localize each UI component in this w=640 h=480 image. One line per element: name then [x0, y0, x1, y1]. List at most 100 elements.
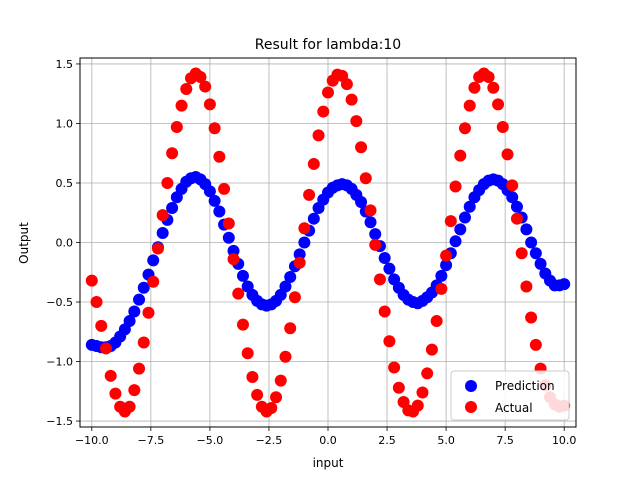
actual-point [265, 401, 278, 414]
y-tick-label: −1.5 [46, 415, 73, 428]
data-points [85, 67, 571, 418]
actual-point [274, 374, 287, 387]
y-tick-label: 1.0 [56, 117, 74, 130]
actual-point [492, 98, 505, 111]
prediction-point [558, 278, 571, 291]
prediction-point [123, 315, 136, 328]
actual-point [284, 322, 297, 335]
actual-point [359, 172, 372, 185]
y-axis-label: Output [17, 222, 31, 264]
actual-point [99, 342, 112, 355]
prediction-point [440, 259, 453, 272]
actual-point [430, 315, 443, 328]
actual-point [312, 129, 325, 142]
actual-point [156, 209, 169, 222]
actual-point [128, 384, 141, 397]
actual-point [425, 343, 438, 356]
actual-point [180, 82, 193, 95]
x-tick-label: 5.0 [437, 434, 455, 447]
prediction-point [355, 196, 368, 209]
prediction-point [525, 236, 538, 249]
actual-point [378, 305, 391, 318]
prediction-point [435, 269, 448, 282]
prediction-point [156, 226, 169, 239]
y-tick-label: 1.5 [56, 58, 74, 71]
legend-box [450, 370, 570, 421]
actual-point [463, 99, 476, 112]
actual-point [435, 282, 448, 295]
x-tick-label: 10.0 [552, 434, 577, 447]
prediction-point [449, 235, 462, 248]
prediction-point [137, 281, 150, 294]
y-tick-label: −1.0 [46, 356, 73, 369]
actual-point [411, 399, 424, 412]
actual-point [218, 182, 231, 195]
actual-point [95, 319, 108, 332]
actual-point [416, 386, 429, 399]
actual-point [421, 367, 434, 380]
prediction-point [203, 185, 216, 198]
prediction-point [284, 271, 297, 284]
prediction-point [463, 200, 476, 213]
actual-point [529, 338, 542, 351]
legend: Prediction Actual [450, 370, 570, 421]
actual-point [227, 253, 240, 266]
legend-label-prediction: Prediction [495, 379, 555, 393]
y-tick-label: 0.5 [56, 177, 74, 190]
actual-point [232, 287, 245, 300]
actual-point [175, 99, 188, 112]
x-axis-label: input [313, 456, 344, 470]
y-tick-label: −0.5 [46, 296, 73, 309]
prediction-point [279, 280, 292, 293]
actual-point [322, 86, 334, 99]
prediction-point [293, 248, 306, 261]
prediction-point [520, 223, 533, 236]
actual-point [482, 71, 495, 84]
x-tick-label: 0.0 [319, 434, 337, 447]
actual-point [444, 215, 457, 228]
y-tick-label: 0.0 [56, 237, 74, 250]
actual-point [109, 387, 122, 400]
actual-point [208, 122, 221, 135]
prediction-point [236, 269, 249, 282]
actual-point [496, 121, 509, 134]
actual-point [350, 115, 363, 128]
axis-ticks: −10.0 −7.5 −5.0 −2.5 0.0 2.5 5.0 7.5 10.0 −1.5 −1.… [46, 58, 576, 447]
actual-point [293, 256, 306, 269]
prediction-point [222, 231, 235, 244]
actual-point [133, 362, 146, 375]
actual-point [199, 80, 212, 93]
prediction-point [369, 228, 382, 241]
actual-point [151, 242, 164, 255]
x-tick-label: −5.0 [197, 434, 224, 447]
actual-point [487, 81, 500, 94]
actual-point [440, 249, 453, 262]
plot-frame [79, 57, 577, 428]
grid [80, 58, 576, 427]
actual-point [85, 274, 98, 287]
prediction-point [454, 223, 467, 236]
prediction-point [213, 205, 226, 218]
actual-point [345, 93, 358, 106]
actual-point [298, 222, 311, 235]
prediction-point [166, 201, 179, 214]
actual-point [510, 212, 523, 225]
chart-title: Result for lambda:10 [255, 37, 401, 53]
actual-point [501, 148, 514, 161]
actual-point [317, 105, 330, 118]
actual-point [449, 180, 462, 193]
actual-point [468, 81, 481, 94]
actual-point [340, 78, 353, 91]
prediction-point [227, 244, 240, 257]
actual-point [236, 318, 249, 331]
actual-point [355, 141, 368, 154]
prediction-point [128, 305, 141, 318]
prediction-point [147, 254, 160, 267]
prediction-point [510, 200, 523, 213]
actual-point [241, 347, 254, 360]
prediction-point [383, 262, 396, 275]
actual-point [270, 391, 283, 404]
actual-point [137, 336, 150, 349]
